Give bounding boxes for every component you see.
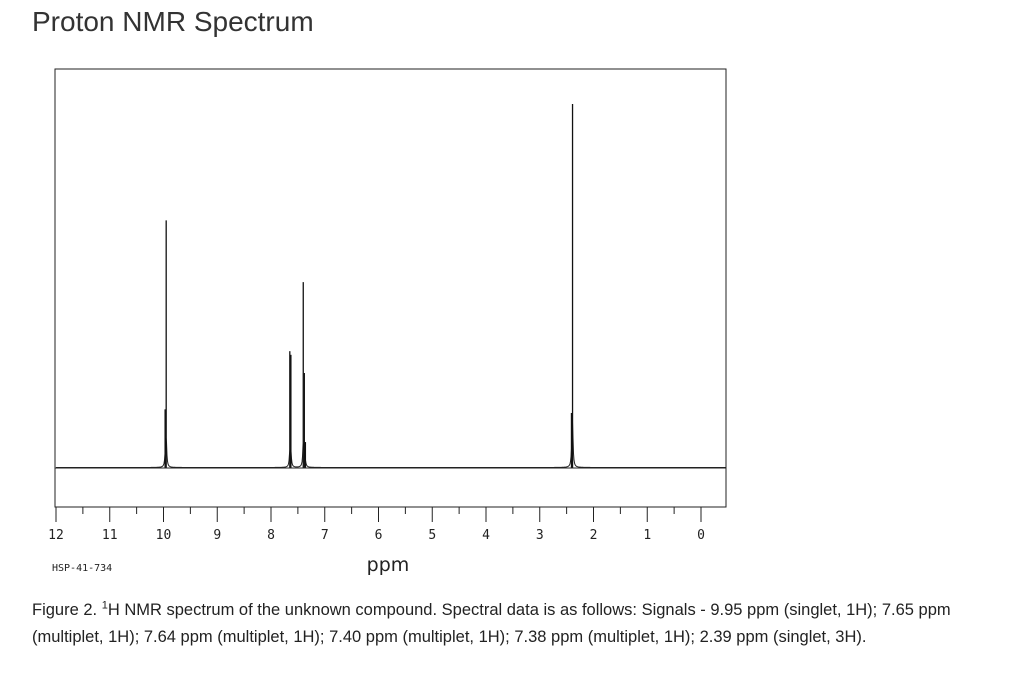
x-tick-label: 8 — [267, 528, 275, 543]
x-tick-label: 0 — [697, 528, 705, 543]
x-axis-label: ppm — [367, 554, 410, 576]
peak-lines — [164, 104, 574, 468]
x-tick-label: 7 — [321, 528, 329, 543]
x-tick-label: 5 — [428, 528, 436, 543]
x-tick-label: 4 — [482, 528, 490, 543]
x-tick-label: 11 — [102, 528, 118, 543]
sample-id-label: HSP-41-734 — [52, 563, 112, 574]
caption-text: H NMR spectrum of the unknown compound. … — [32, 601, 951, 646]
caption-superscript: 1 — [101, 599, 108, 612]
x-tick-label: 6 — [375, 528, 383, 543]
plot-frame — [54, 68, 727, 508]
caption-prefix: Figure 2. — [32, 601, 102, 619]
spectrum-trace — [56, 422, 726, 468]
x-tick-label: 12 — [48, 528, 64, 543]
x-axis-ticks — [55, 507, 702, 522]
x-tick-label: 10 — [156, 528, 172, 543]
page-title: Proton NMR Spectrum — [32, 6, 314, 37]
x-tick-label: 9 — [213, 528, 221, 543]
nmr-spectrum-chart: 12 11 10 9 8 7 6 5 4 3 2 1 0 HSP-41-734 ppm — [48, 68, 727, 576]
figure-caption: Figure 2. 1H NMR spectrum of the unknown… — [32, 597, 1022, 651]
x-tick-label: 3 — [536, 528, 544, 543]
x-tick-label: 2 — [590, 528, 598, 543]
x-axis-tick-labels: 12 11 10 9 8 7 6 5 4 3 2 1 0 — [48, 528, 705, 543]
x-tick-label: 1 — [643, 528, 651, 543]
